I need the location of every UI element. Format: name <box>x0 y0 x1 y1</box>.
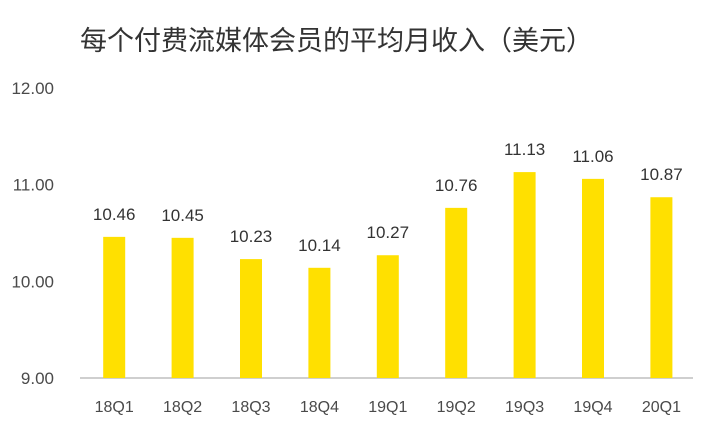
y-axis: 9.00 10.00 11.00 12.00 <box>11 79 54 388</box>
bar <box>376 255 399 378</box>
x-tick-label: 20Q1 <box>642 399 681 416</box>
data-label: 10.46 <box>93 205 136 224</box>
bar <box>103 236 126 378</box>
bar <box>171 237 194 378</box>
x-axis: 18Q1 18Q2 18Q3 18Q4 19Q1 19Q2 19Q3 19Q4 20Q1 <box>95 399 681 416</box>
x-tick-label: 19Q4 <box>573 399 612 416</box>
data-label: 10.45 <box>161 206 204 225</box>
x-tick-label: 19Q3 <box>505 399 544 416</box>
data-label: 10.76 <box>435 176 478 195</box>
x-tick-label: 18Q3 <box>231 399 270 416</box>
x-tick-label: 18Q2 <box>163 399 202 416</box>
data-label: 11.06 <box>572 147 613 166</box>
data-label: 10.87 <box>640 165 683 184</box>
value-labels: 10.46 10.45 10.23 10.14 10.27 10.76 11.13 11.06… <box>93 140 683 255</box>
x-tick-label: 19Q2 <box>437 399 476 416</box>
bar <box>650 197 673 378</box>
data-label: 10.14 <box>298 236 341 255</box>
x-tick-label: 19Q1 <box>368 399 407 416</box>
bar <box>240 259 262 378</box>
bar <box>308 267 331 378</box>
data-label: 11.13 <box>504 140 545 159</box>
x-tick-label: 18Q4 <box>300 399 339 416</box>
y-tick-label: 12.00 <box>11 79 54 98</box>
bar <box>445 207 468 378</box>
y-tick-label: 10.00 <box>11 272 54 291</box>
chart-title: 每个付费流媒体会员的平均月收入（美元） <box>80 26 593 57</box>
y-tick-label: 9.00 <box>21 369 54 388</box>
bar <box>582 178 604 378</box>
x-tick-label: 18Q1 <box>95 399 134 416</box>
data-label: 10.23 <box>230 227 273 246</box>
y-tick-label: 11.00 <box>13 176 54 195</box>
data-label: 10.27 <box>367 223 410 242</box>
bars <box>103 172 673 378</box>
bar <box>513 172 536 378</box>
